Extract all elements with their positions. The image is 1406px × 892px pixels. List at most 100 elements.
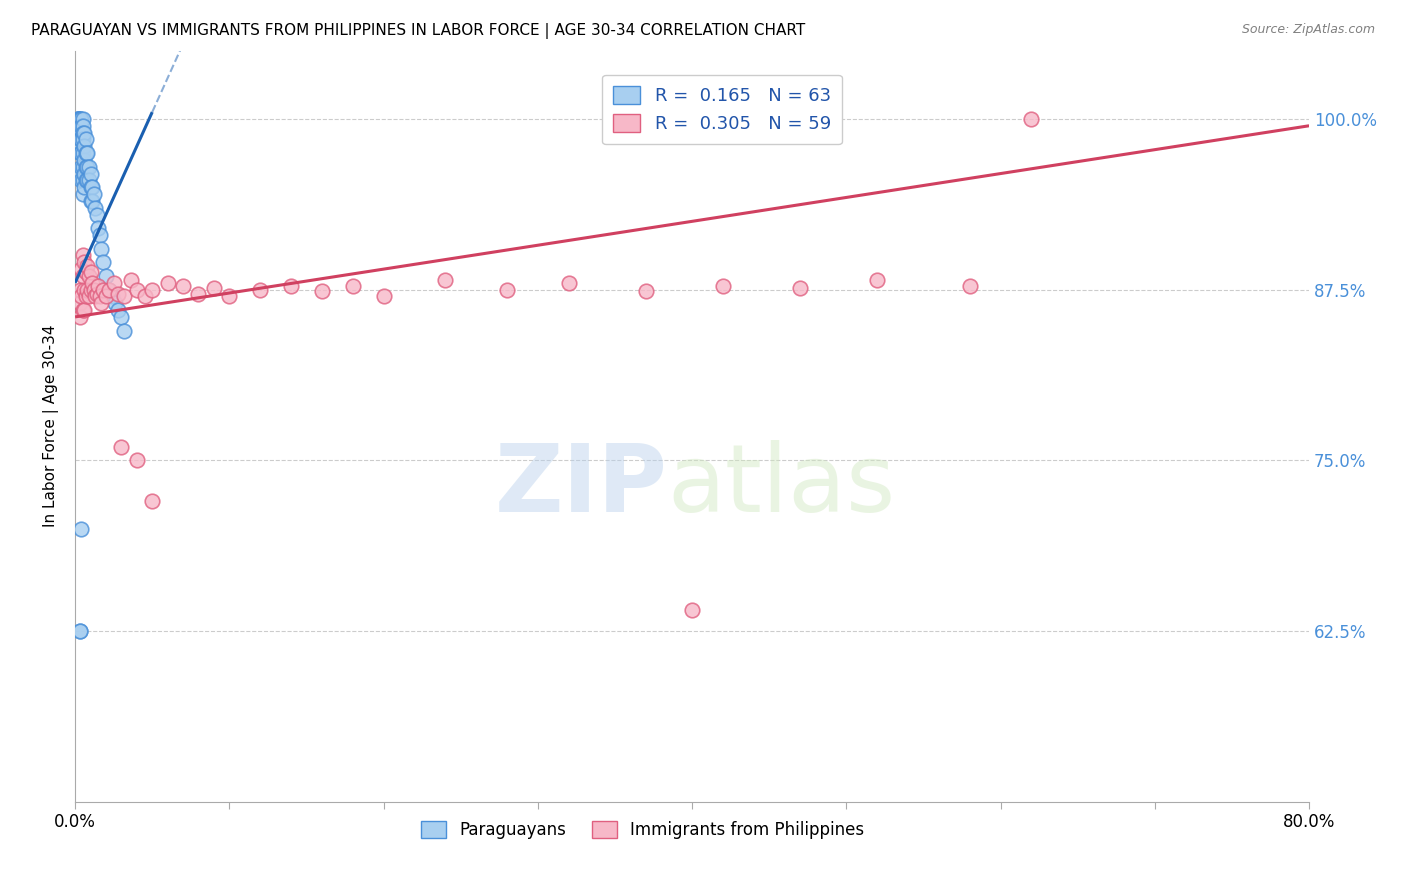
- Point: [104, 296, 127, 310]
- Point: [75, 146, 97, 161]
- Point: [67, 112, 90, 126]
- Point: [72, 160, 94, 174]
- Point: [75, 265, 97, 279]
- Point: [789, 281, 811, 295]
- Point: [87, 221, 110, 235]
- Point: [72, 187, 94, 202]
- Point: [89, 227, 111, 242]
- Point: [98, 283, 121, 297]
- Point: [342, 278, 364, 293]
- Point: [76, 260, 98, 274]
- Point: [90, 242, 112, 256]
- Point: [69, 112, 91, 126]
- Point: [141, 494, 163, 508]
- Point: [496, 283, 519, 297]
- Point: [69, 146, 91, 161]
- Point: [1021, 112, 1043, 126]
- Point: [72, 173, 94, 187]
- Point: [72, 303, 94, 318]
- Point: [73, 167, 96, 181]
- Point: [70, 262, 93, 277]
- Text: Source: ZipAtlas.com: Source: ZipAtlas.com: [1241, 23, 1375, 37]
- Point: [634, 284, 657, 298]
- Point: [76, 160, 98, 174]
- Point: [80, 194, 103, 208]
- Point: [79, 265, 101, 279]
- Point: [67, 126, 90, 140]
- Point: [70, 289, 93, 303]
- Point: [73, 255, 96, 269]
- Point: [69, 624, 91, 638]
- Point: [72, 146, 94, 161]
- Point: [73, 283, 96, 297]
- Point: [70, 132, 93, 146]
- Point: [125, 283, 148, 297]
- Text: atlas: atlas: [668, 440, 896, 533]
- Point: [73, 139, 96, 153]
- Point: [69, 624, 91, 638]
- Point: [72, 112, 94, 126]
- Point: [103, 276, 125, 290]
- Point: [69, 112, 91, 126]
- Y-axis label: In Labor Force | Age 30-34: In Labor Force | Age 30-34: [44, 325, 59, 527]
- Point: [67, 112, 90, 126]
- Point: [70, 160, 93, 174]
- Point: [80, 276, 103, 290]
- Point: [98, 283, 121, 297]
- Point: [69, 167, 91, 181]
- Point: [77, 160, 100, 174]
- Text: PARAGUAYAN VS IMMIGRANTS FROM PHILIPPINES IN LABOR FORCE | AGE 30-34 CORRELATION: PARAGUAYAN VS IMMIGRANTS FROM PHILIPPINE…: [31, 23, 806, 39]
- Point: [75, 132, 97, 146]
- Point: [107, 286, 129, 301]
- Point: [72, 268, 94, 283]
- Point: [156, 276, 179, 290]
- Point: [77, 289, 100, 303]
- Point: [84, 289, 107, 303]
- Point: [67, 112, 90, 126]
- Point: [69, 283, 91, 297]
- Point: [202, 281, 225, 295]
- Point: [86, 207, 108, 221]
- Point: [79, 194, 101, 208]
- Point: [84, 201, 107, 215]
- Point: [94, 289, 117, 303]
- Point: [94, 268, 117, 283]
- Point: [75, 160, 97, 174]
- Point: [69, 132, 91, 146]
- Point: [86, 286, 108, 301]
- Point: [70, 119, 93, 133]
- Point: [172, 278, 194, 293]
- Point: [72, 126, 94, 140]
- Point: [711, 278, 734, 293]
- Point: [73, 303, 96, 318]
- Point: [70, 173, 93, 187]
- Point: [141, 283, 163, 297]
- Point: [72, 132, 94, 146]
- Point: [83, 187, 105, 202]
- Point: [69, 296, 91, 310]
- Text: ZIP: ZIP: [495, 440, 668, 533]
- Point: [76, 173, 98, 187]
- Point: [79, 180, 101, 194]
- Point: [70, 146, 93, 161]
- Point: [134, 289, 156, 303]
- Point: [218, 289, 240, 303]
- Point: [72, 248, 94, 262]
- Point: [83, 283, 105, 297]
- Point: [110, 310, 132, 324]
- Point: [76, 283, 98, 297]
- Point: [866, 273, 889, 287]
- Point: [110, 440, 132, 454]
- Point: [101, 289, 124, 303]
- Point: [311, 284, 333, 298]
- Point: [73, 153, 96, 167]
- Point: [681, 603, 703, 617]
- Point: [249, 283, 271, 297]
- Point: [76, 146, 98, 161]
- Point: [114, 324, 136, 338]
- Point: [434, 273, 457, 287]
- Point: [557, 276, 579, 290]
- Point: [72, 119, 94, 133]
- Point: [114, 289, 136, 303]
- Point: [80, 180, 103, 194]
